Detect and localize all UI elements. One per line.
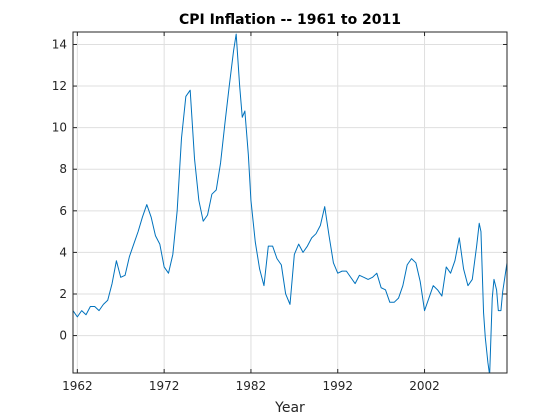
y-tick-label-12: 12	[52, 79, 67, 93]
y-tick-label-4: 4	[59, 245, 67, 259]
plot-area	[73, 32, 507, 373]
series-line-0	[73, 33, 507, 373]
ticks: 0 2 4 6 8 10 12 14 1962 1972 1982 1992 2002	[52, 32, 507, 393]
x-tick-label-1962: 1962	[62, 379, 93, 393]
y-tick-label-6: 6	[59, 204, 67, 218]
y-tick-label-2: 2	[59, 287, 67, 301]
x-axis-label: Year	[274, 400, 305, 416]
y-tick-label-8: 8	[59, 162, 67, 176]
y-tick-label-14: 14	[52, 37, 67, 51]
chart-title: CPI Inflation -- 1961 to 2011	[179, 12, 401, 28]
series-layer	[73, 33, 507, 373]
x-tick-label-1972: 1972	[149, 379, 180, 393]
y-tick-label-0: 0	[59, 329, 67, 343]
y-tick-label-10: 10	[52, 121, 67, 135]
x-tick-label-1982: 1982	[236, 379, 267, 393]
axes-box	[72, 31, 508, 374]
x-tick-label-1992: 1992	[322, 379, 353, 393]
x-tick-label-2002: 2002	[409, 379, 440, 393]
